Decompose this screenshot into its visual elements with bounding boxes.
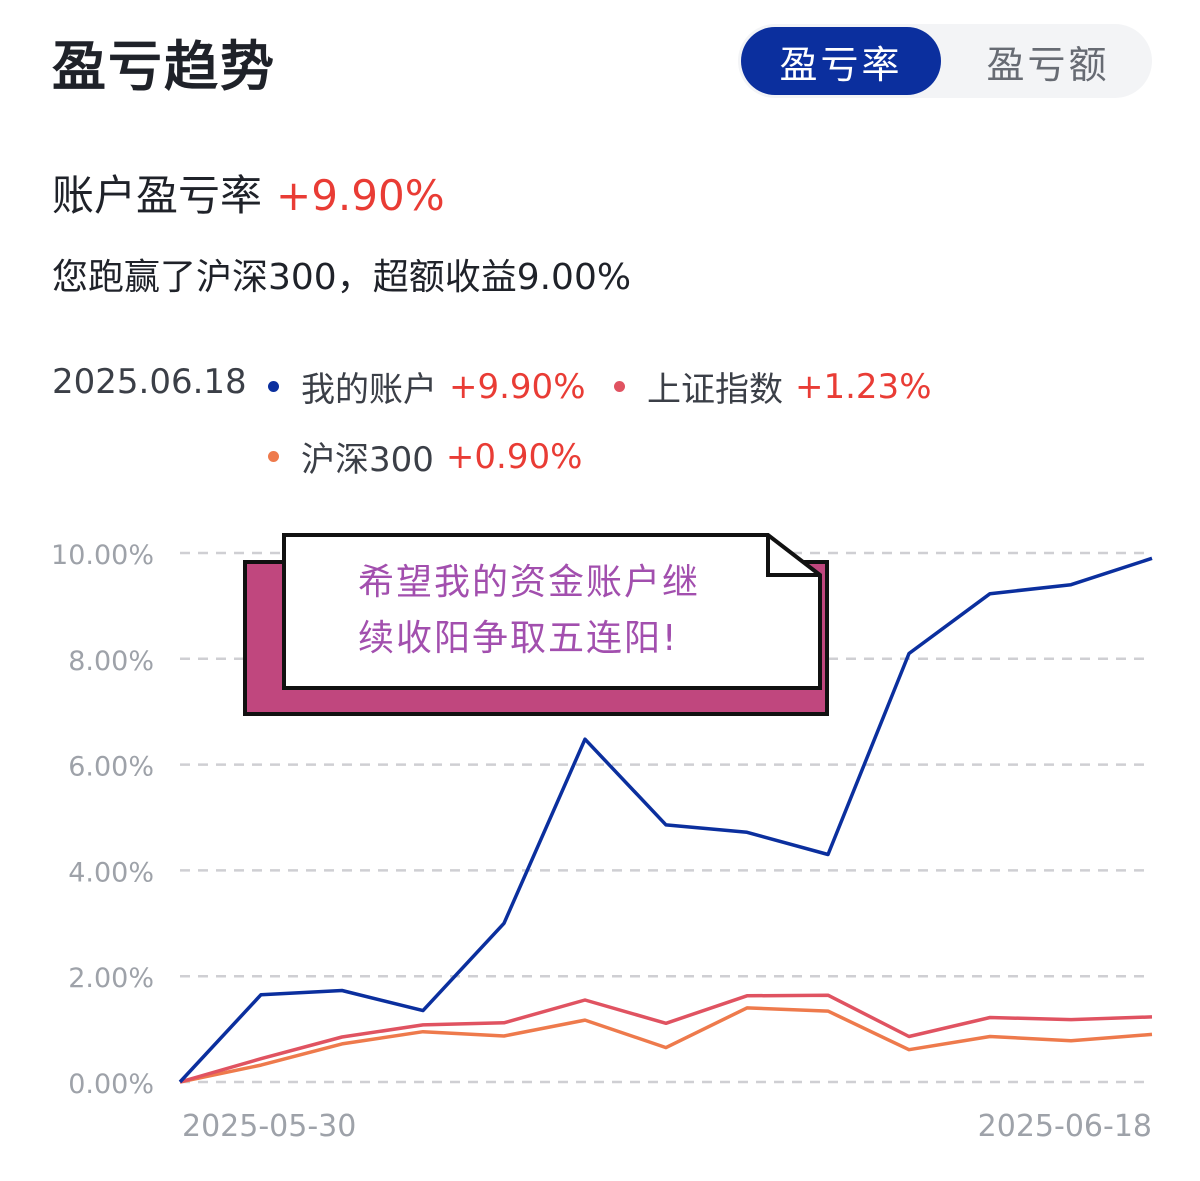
x-tick-label: 2025-06-18 <box>978 1109 1152 1144</box>
y-tick-label: 4.00% <box>68 857 154 888</box>
legend-label: 上证指数 <box>647 370 783 410</box>
toggle-profit-amount-button[interactable]: 盈亏额 <box>986 42 1110 87</box>
account-rate-row: 账户盈亏率 +9.90% <box>52 162 445 223</box>
series-line-上证指数 <box>179 993 1153 1084</box>
legend-dot-icon <box>614 381 625 392</box>
y-tick-label: 6.00% <box>68 752 154 783</box>
account-rate-label: 账户盈亏率 <box>52 171 263 220</box>
page-title: 盈亏趋势 <box>52 35 276 98</box>
legend-item-my-account: 我的账户 +9.90% <box>268 362 586 411</box>
sticker-note-text: 希望我的资金账户继 续收阳争取五连阳! <box>358 555 778 667</box>
series-line-沪深300 <box>179 1006 1153 1084</box>
legend-label: 我的账户 <box>301 370 437 410</box>
x-tick-label: 2025-05-30 <box>182 1109 356 1144</box>
y-tick-label: 2.00% <box>68 963 154 994</box>
y-tick-label: 10.00% <box>51 540 154 571</box>
legend-item-sse-index: 上证指数 +1.23% <box>614 362 932 411</box>
legend-value: +9.90% <box>449 366 586 407</box>
legend-dot-icon <box>268 381 279 392</box>
account-rate-value: +9.90% <box>276 171 445 220</box>
profit-trend-chart: 0.00% 2.00% 4.00% 6.00% 8.00% 10.00% 2025-05-3… <box>51 540 1153 1144</box>
legend-item-csi300: 沪深300 +0.90% <box>268 432 582 481</box>
series-line-我的账户 <box>178 556 1153 1084</box>
legend-value: +1.23% <box>795 366 932 407</box>
excess-return-text: 您跑赢了沪深300，超额收益9.00% <box>52 257 632 298</box>
legend-label: 沪深300 <box>301 440 434 480</box>
legend-date: 2025.06.18 <box>52 362 247 402</box>
toggle-profit-rate-button[interactable]: 盈亏率 <box>741 27 941 95</box>
sticker-note-shape <box>282 533 822 690</box>
legend-dot-icon <box>268 451 279 462</box>
metric-toggle: 盈亏率 盈亏额 <box>738 24 1152 98</box>
y-tick-label: 0.00% <box>68 1069 154 1100</box>
sticker-note: 希望我的资金账户继 续收阳争取五连阳! <box>282 533 822 690</box>
y-tick-label: 8.00% <box>68 646 154 677</box>
sticker-note-line-2: 续收阳争取五连阳! <box>358 618 679 659</box>
sticker-note-line-1: 希望我的资金账户继 <box>358 562 701 603</box>
legend-value: +0.90% <box>445 436 583 477</box>
